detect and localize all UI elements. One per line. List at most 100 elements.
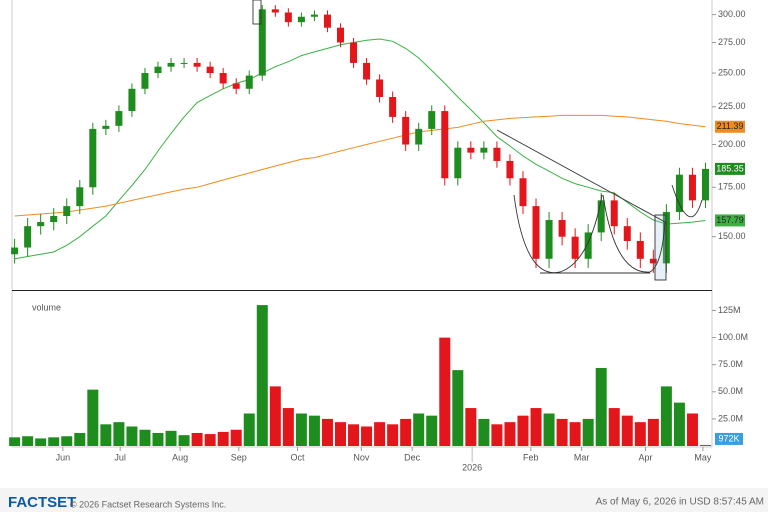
volume-bar: [178, 435, 190, 446]
y-tick-label: 175.00: [718, 182, 746, 192]
volume-bar: [295, 413, 307, 446]
volume-tick-label: 75.0M: [718, 359, 743, 369]
price-badge-label: 157.79: [716, 215, 744, 225]
volume-bar: [374, 422, 386, 446]
volume-bar: [465, 408, 477, 446]
volume-bar: [61, 436, 73, 446]
candle-body: [245, 75, 253, 89]
price-badge: [715, 162, 745, 175]
moving-average: [14, 114, 706, 217]
volume-bar: [9, 437, 21, 446]
candle-body: [649, 258, 657, 264]
volume-tick-label: 125M: [718, 305, 741, 315]
candle-body: [141, 73, 149, 89]
x-tick-label: Feb: [523, 452, 539, 462]
candle-body: [63, 206, 71, 216]
candle-body: [610, 200, 618, 227]
volume-tick-label: 100.0M: [718, 332, 748, 342]
candle-body: [24, 226, 32, 248]
candle-body: [180, 62, 188, 64]
volume-bar: [269, 386, 281, 446]
price-badge-label: 211.39: [717, 121, 744, 131]
candle-body: [323, 14, 331, 28]
volume-bar: [673, 402, 685, 446]
moving-average: [14, 38, 706, 260]
y-tick-label: 250.00: [718, 67, 746, 77]
volume-bar: [530, 408, 542, 446]
volume-bar: [113, 422, 125, 446]
candle-body: [219, 73, 227, 84]
volume-bar: [126, 426, 138, 446]
volume-bar: [400, 418, 412, 446]
candle-body: [415, 128, 423, 145]
x-tick-label: Dec: [404, 452, 421, 462]
price-badge: [715, 214, 745, 227]
brand: FACTSET: [8, 494, 76, 511]
candle-body: [701, 168, 709, 201]
candle-body: [193, 62, 201, 67]
annotation-box: [654, 214, 667, 281]
candle-body: [584, 232, 592, 259]
candle-body: [167, 62, 175, 67]
volume-bar: [139, 429, 151, 446]
candle-body: [623, 226, 631, 241]
candle-body: [532, 206, 540, 259]
candle-body: [688, 174, 696, 201]
handle-line: [671, 184, 703, 218]
x-tick-label: Oct: [290, 452, 305, 462]
candle-body: [558, 220, 566, 237]
y-tick-label: 225.00: [718, 101, 746, 111]
annotations: [252, 0, 703, 281]
volume-badge: [715, 432, 743, 445]
volume-bar: [204, 434, 216, 446]
volume-bar: [426, 415, 438, 446]
x-tick-label: May: [694, 452, 712, 462]
volume-bar: [243, 413, 255, 446]
cup-line: [513, 194, 603, 274]
volume-bar: [543, 413, 555, 446]
volume-bar: [569, 422, 581, 446]
volume-label: volume: [32, 302, 61, 312]
candle-body: [376, 79, 384, 97]
candle-body: [428, 111, 436, 129]
y-tick-label: 300.00: [718, 9, 746, 19]
candle-body: [310, 14, 318, 17]
y-tick-label: 200.00: [718, 139, 746, 149]
y-tick-label: 150.00: [718, 231, 746, 241]
candle-body: [506, 160, 514, 179]
volume-tick-label: 25.0M: [718, 413, 743, 423]
candle-body: [11, 247, 19, 255]
volume-bar: [74, 432, 86, 446]
candle-body: [402, 116, 410, 145]
candle-body: [389, 96, 397, 117]
volume-bar: [100, 424, 112, 446]
volume-bar: [165, 430, 177, 446]
volume-bar: [504, 422, 516, 446]
year-label: 2026: [462, 462, 482, 472]
volume-bar: [334, 422, 346, 446]
footer-bar: [0, 488, 768, 512]
volume-bar: [321, 418, 333, 446]
volume-bar: [87, 389, 99, 446]
candle-body: [271, 9, 279, 13]
candle-body: [102, 125, 110, 129]
candle-body: [636, 240, 644, 259]
volume-badge-label: 972K: [718, 433, 739, 443]
candle-body: [89, 128, 97, 188]
candle-body: [545, 220, 553, 259]
volume-bar: [22, 436, 34, 446]
volume-tick-label: 50.0M: [718, 386, 743, 396]
candle-body: [232, 83, 240, 89]
volume-bar: [361, 426, 373, 446]
volume-bar: [35, 438, 47, 446]
candle-body: [115, 111, 123, 126]
candle-body: [454, 147, 462, 179]
volume-bar: [491, 424, 503, 446]
candle-body: [50, 215, 58, 223]
volume-bar: [348, 424, 360, 446]
volume-bar: [478, 418, 490, 446]
candle-body: [571, 236, 579, 259]
candle-body: [493, 147, 501, 161]
volume-bar: [595, 367, 607, 446]
